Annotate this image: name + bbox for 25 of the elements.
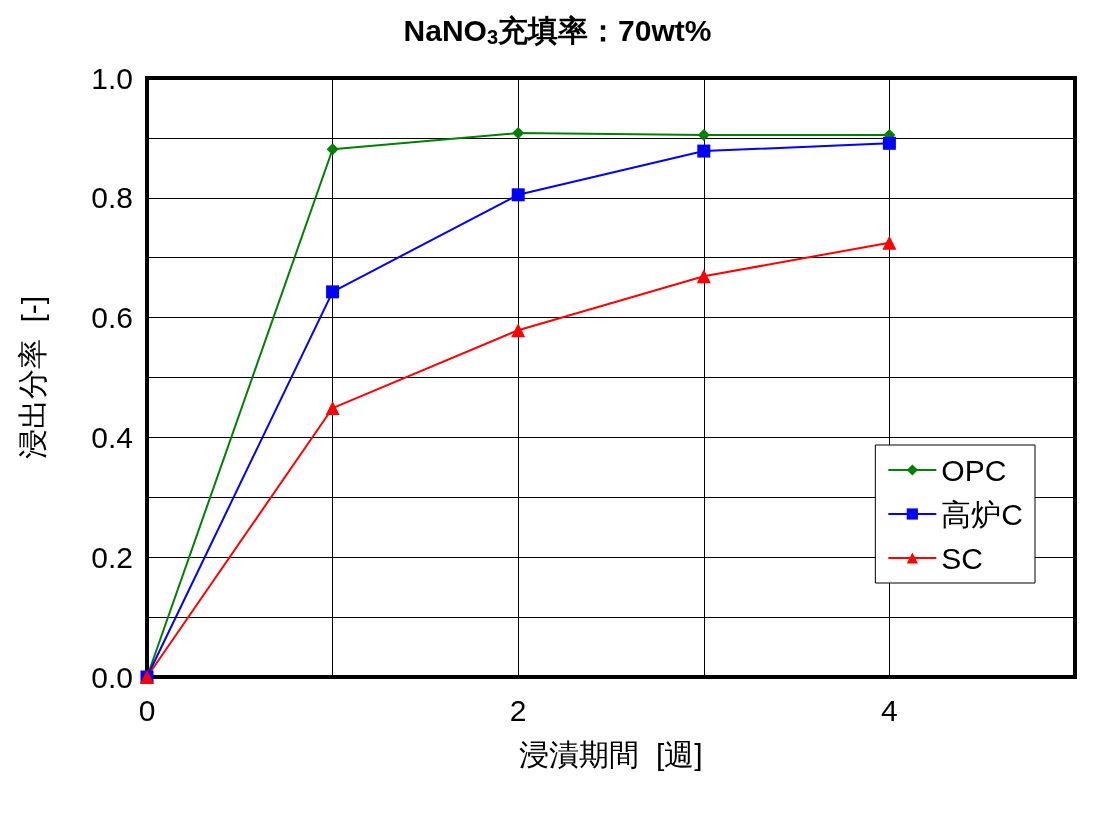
point [325, 401, 340, 416]
y-tick-label: 0.2 [91, 540, 133, 574]
y-tick-label: 0.8 [91, 181, 133, 215]
point [326, 285, 340, 299]
legend-label: OPC [941, 453, 1007, 487]
legend-label: SC [941, 541, 984, 575]
point [697, 128, 710, 141]
legend-label: 高炉C [941, 497, 1024, 531]
y-tick-label: 0.6 [91, 301, 133, 335]
x-tick-label: 2 [509, 693, 527, 727]
x-tick-label: 4 [881, 693, 898, 727]
y-tick-label: 0.4 [91, 420, 133, 454]
point [511, 188, 525, 202]
x-axis-title: 浸漬期間 [週] [519, 737, 703, 771]
point [696, 269, 711, 284]
point [697, 144, 711, 158]
point [326, 143, 339, 156]
point [882, 235, 897, 250]
y-axis-title: 浸出分率 [-] [15, 295, 49, 460]
y-tick-label: 0.0 [91, 660, 133, 694]
x-tick-label: 0 [138, 693, 156, 727]
point [511, 323, 526, 338]
point [512, 127, 525, 140]
y-tick-label: 1.0 [91, 61, 133, 95]
point [882, 136, 896, 150]
